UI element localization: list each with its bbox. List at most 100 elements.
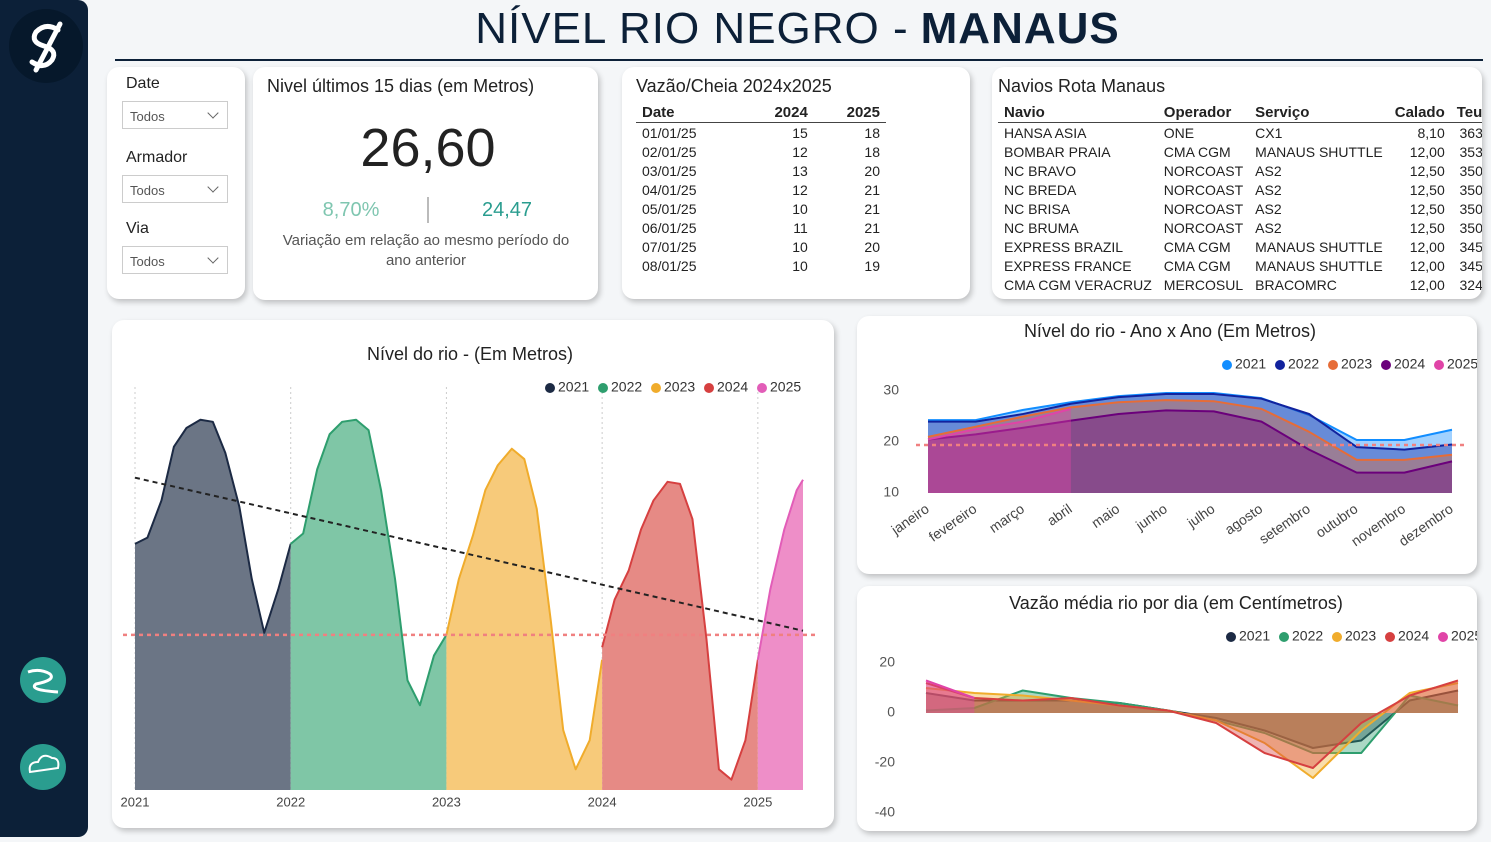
river-icon-mark (27, 668, 59, 694)
legend-marker (1332, 632, 1342, 642)
table-cell: CMA CGM (1163, 143, 1231, 160)
table-cell: 12 (792, 143, 808, 160)
chart-card: Vazão média rio por dia (em Centímetros)… (857, 586, 1477, 831)
table-cell: CMA CGM (1163, 257, 1231, 274)
table-cell: ONE (1163, 124, 1195, 141)
sidebar-icons (9, 9, 83, 790)
area (135, 419, 291, 790)
column-header[interactable]: Date (636, 102, 742, 123)
kpi-divider (427, 197, 429, 223)
table-row: 08/01/25 10 19 (636, 256, 886, 275)
table-cell: AS2 (1255, 219, 1282, 236)
table-cell: NORCOAST (1163, 181, 1244, 198)
x-tick-label: julho (1183, 500, 1217, 531)
table-cell: 3246 (1459, 276, 1483, 293)
table-cell: 10 (792, 200, 808, 217)
legend-label: 2025 (770, 379, 801, 395)
y-tick-label: -20 (875, 754, 895, 770)
filter-dropdown[interactable]: Todos (122, 101, 228, 129)
table-cell: 07/01/25 (642, 238, 697, 255)
legend-label: 2021 (558, 379, 589, 395)
column-header[interactable]: Calado (1388, 102, 1451, 123)
table-cell: 06/01/25 (642, 219, 697, 236)
y-tick-label: 20 (883, 433, 899, 449)
table-cell: AS2 (1255, 181, 1282, 198)
table-cell: 05/01/25 (642, 200, 697, 217)
filters-card: Date Todos Armador Todos Via Todos (107, 67, 245, 299)
table-cell: 18 (864, 143, 880, 160)
table-cell: 21 (864, 200, 880, 217)
filter-label: Armador (126, 149, 188, 166)
column-header[interactable]: 2025 (813, 102, 886, 123)
chart-card: Nível do rio - (Em Metros) 2021 2022 2023 20… (112, 320, 834, 828)
area (926, 683, 1458, 778)
table-cell: 12,00 (1409, 238, 1445, 255)
table-cell: 18 (864, 124, 880, 141)
line (756, 479, 804, 660)
table-row: EXPRESS FRANCE CMA CGM MANAUS SHUTTLE 12,00… (998, 256, 1482, 275)
table-cell: MANAUS SHUTTLE (1255, 257, 1383, 274)
table-cell: 3459 (1459, 238, 1483, 255)
weather-icon-mark (28, 754, 60, 774)
table-cell: BRACOMRC (1255, 276, 1337, 293)
line (928, 392, 1453, 441)
area (928, 394, 1452, 493)
line (601, 480, 759, 781)
area (928, 400, 1452, 493)
weather-icon[interactable] (20, 744, 66, 790)
trend-line (134, 476, 804, 632)
table-row: 03/01/25 13 20 (636, 161, 886, 180)
x-tick-label: maio (1088, 500, 1122, 531)
legend-label: 2024 (1398, 628, 1429, 644)
legend-label: 2022 (1288, 356, 1319, 372)
column-header[interactable]: Teus (1450, 102, 1482, 123)
legend-marker (598, 383, 608, 393)
table-row: 06/01/25 11 21 (636, 218, 886, 237)
table-cell: NORCOAST (1163, 162, 1244, 179)
kpi-card: Nivel últimos 15 dias (em Metros) 26,60 … (253, 67, 598, 300)
column-header[interactable]: Operador (1157, 102, 1250, 123)
legend-marker (757, 383, 767, 393)
column-header[interactable]: 2024 (741, 102, 814, 123)
column-header[interactable]: Navio (998, 102, 1158, 123)
table-cell: 12,50 (1409, 181, 1445, 198)
legend-marker (651, 383, 661, 393)
table-cell: MANAUS SHUTTLE (1255, 143, 1383, 160)
line (290, 418, 448, 707)
filter-dropdown[interactable]: Todos (122, 175, 228, 203)
table-row: EXPRESS BRAZIL CMA CGM MANAUS SHUTTLE 12,00… (998, 237, 1482, 256)
table-row: 01/01/25 15 18 (636, 123, 886, 143)
y-tick-label: -40 (875, 804, 895, 820)
kpi-value: 26,60 (360, 118, 496, 178)
table-cell: 01/01/25 (642, 124, 697, 141)
column-header[interactable]: Serviço (1249, 102, 1389, 123)
vazao-table: Date 2024 2025 01/01/25 15 18 02/01/25 12 18 03/0… (636, 102, 886, 275)
sidebar (0, 0, 88, 837)
line (445, 447, 604, 771)
table-cell: 15 (792, 124, 808, 141)
table-cell: 12,00 (1409, 143, 1445, 160)
line (927, 399, 1453, 461)
area (446, 448, 603, 790)
table-row: NC BREDA NORCOAST AS2 12,50 3508 (998, 180, 1482, 199)
table-cell: 12,50 (1409, 219, 1445, 236)
legend-marker (1438, 632, 1448, 642)
table-cell: 3534 (1459, 143, 1483, 160)
area (928, 410, 1452, 493)
x-tick-label: 2024 (588, 794, 617, 809)
page-title: NÍVEL RIO NEGRO - MANAUS (115, 4, 1480, 54)
legend-label: 2023 (1345, 628, 1376, 644)
y-tick-label: 0 (887, 704, 895, 720)
title-bold: MANAUS (920, 4, 1120, 53)
area (602, 481, 758, 790)
table-title: Vazão/Cheia 2024x2025 (636, 76, 832, 96)
kpi-title: Nivel últimos 15 dias (em Metros) (267, 76, 535, 96)
filter-label: Date (126, 75, 160, 92)
table-cell: NC BREDA (1004, 181, 1077, 198)
table-cell: NC BRUMA (1004, 219, 1079, 236)
table-cell: CMA CGM (1163, 238, 1231, 255)
legend-label: 2023 (1341, 356, 1372, 372)
river-icon[interactable] (20, 657, 66, 703)
filter-dropdown[interactable]: Todos (122, 246, 228, 274)
